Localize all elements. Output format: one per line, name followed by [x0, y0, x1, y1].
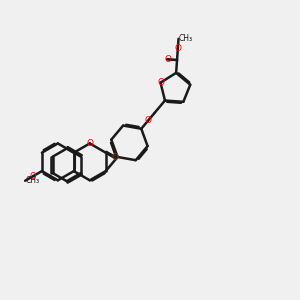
Text: O: O — [86, 139, 93, 148]
Text: CH₃: CH₃ — [178, 34, 193, 43]
Text: O: O — [174, 44, 181, 53]
Text: CH₃: CH₃ — [26, 176, 40, 185]
Text: O: O — [164, 55, 171, 64]
Text: O: O — [111, 153, 118, 162]
Text: O: O — [30, 172, 36, 181]
Text: O: O — [144, 116, 151, 125]
Text: O: O — [157, 78, 164, 87]
